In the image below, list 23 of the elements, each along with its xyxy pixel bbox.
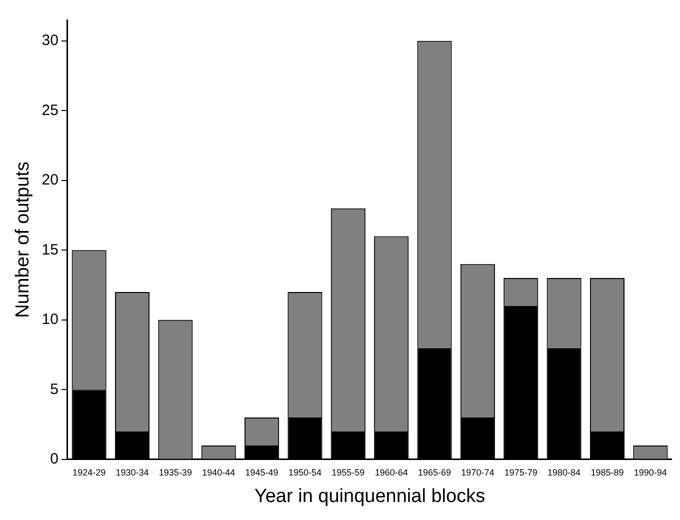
y-axis-title: Number of outputs xyxy=(12,162,34,318)
y-tick-label: 20 xyxy=(42,172,58,189)
x-tick-label: 1970-74 xyxy=(461,467,494,478)
x-axis-title: Year in quinquennial blocks xyxy=(254,486,486,507)
x-tick-label: 1965-69 xyxy=(418,467,452,478)
x-tick-label: 1935-39 xyxy=(158,467,192,478)
y-tick-label: 25 xyxy=(42,102,58,119)
y-tick-label: 5 xyxy=(50,380,58,398)
x-tick-label: 1924-29 xyxy=(72,467,106,478)
x-tick-label: 1990-94 xyxy=(634,467,667,478)
x-tick-label: 1940-44 xyxy=(202,467,236,478)
x-tick-label: 1960-64 xyxy=(374,467,408,478)
x-tick-label: 1950-54 xyxy=(288,467,322,478)
x-tick-label: 1980-84 xyxy=(548,467,581,478)
x-tick-label: 1975-79 xyxy=(504,467,538,478)
y-tick-label: 15 xyxy=(42,241,58,258)
y-tick-label: 0 xyxy=(50,450,58,468)
x-tick-label: 1955-59 xyxy=(332,467,365,478)
x-tick-label: 1930-34 xyxy=(116,467,149,478)
y-tick-label: 10 xyxy=(42,311,58,328)
y-tick-label: 30 xyxy=(42,32,58,50)
x-tick-label: 1985-89 xyxy=(590,467,624,478)
x-tick-label: 1945-49 xyxy=(245,467,278,478)
